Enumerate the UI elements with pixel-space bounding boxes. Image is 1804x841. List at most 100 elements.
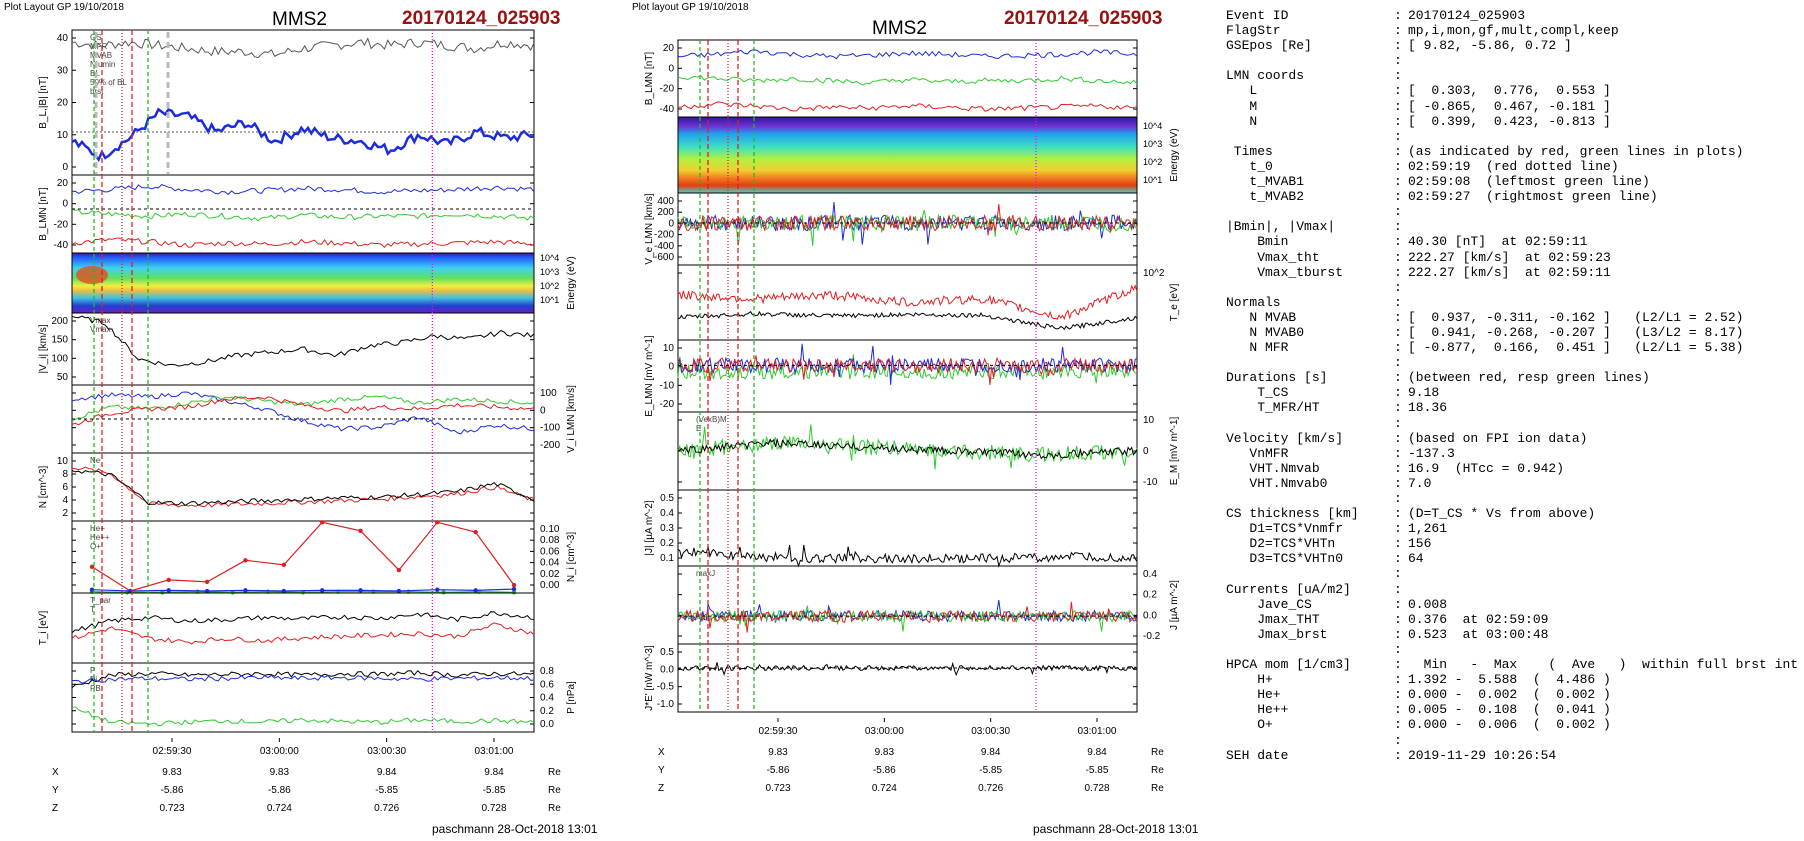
- info-colon: :: [1394, 38, 1402, 54]
- info-colon: :: [1394, 279, 1402, 295]
- y-tick-label: 0: [62, 162, 68, 173]
- series-line-|B|: [71, 37, 535, 59]
- info-value: 222.27 [km/s] at 02:59:23: [1408, 249, 1611, 265]
- info-value: [ -0.865, 0.467, -0.181 ]: [1408, 98, 1611, 114]
- info-value: 2019-11-29 10:26:54: [1408, 747, 1557, 763]
- position-value: 0.726: [978, 783, 1003, 794]
- y-tick-label: 0: [540, 405, 546, 416]
- info-key: H+: [1226, 672, 1273, 688]
- spectrogram-tick-label: 10^2: [540, 281, 559, 291]
- y-tick-label: 0.04: [540, 558, 560, 569]
- y-tick-label: -20: [660, 84, 675, 95]
- y-tick-label: 10: [57, 456, 69, 467]
- info-value: [ 0.941, -0.268, -0.207 ] (L3/L2 = 8.17): [1408, 324, 1744, 340]
- position-value: -5.85: [1086, 765, 1109, 776]
- y-tick-label: 0.06: [540, 546, 560, 557]
- series-line-T: [71, 611, 535, 634]
- y-axis-label: V_i LMN [km/s]: [566, 385, 577, 453]
- info-row: He+:0.000 - 0.002 ( 0.002 ): [1226, 687, 1796, 702]
- data-point-O+: [358, 588, 363, 593]
- y-tick-label: 200: [51, 316, 68, 327]
- series-line-B_L: [71, 184, 535, 196]
- info-row: M: [ -0.865, 0.467, -0.181 ]: [1226, 99, 1796, 114]
- spectrogram-tick-label: 10^4: [540, 253, 559, 263]
- spectrogram-axis-label: Energy (eV): [566, 256, 577, 309]
- info-row: Jmax_THT:0.376 at 02:59:09: [1226, 612, 1796, 627]
- info-value: 1.392 - 5.588 ( 4.486 ): [1408, 672, 1611, 688]
- data-point-He++: [89, 564, 95, 570]
- y-tick-label: 50: [57, 372, 69, 383]
- info-key: LMN coords: [1226, 68, 1305, 84]
- y-tick-label: 0.00: [540, 580, 560, 591]
- info-colon: :: [1394, 264, 1402, 280]
- event-info-table: Event ID:20170124_025903 FlagStr: mp,i,mon…: [1226, 8, 1798, 763]
- info-key: [1226, 204, 1394, 219]
- series-line-V_L: [71, 391, 535, 435]
- y-tick-label: -10: [1143, 477, 1158, 488]
- info-value: [ 0.399, 0.423, -0.813 ]: [1408, 113, 1611, 129]
- position-row-label: Z: [52, 803, 58, 814]
- legend-entry: maxJ: [696, 569, 715, 578]
- data-point-He++: [396, 567, 402, 573]
- info-colon: :: [1394, 611, 1402, 627]
- info-key: [1226, 642, 1394, 657]
- y-tick-label: 100: [51, 353, 68, 364]
- legend-entry: Vmax: [90, 316, 110, 325]
- info-value: 18.36: [1408, 400, 1448, 416]
- ion-spectrogram-hotspot: [76, 266, 108, 284]
- subplot-frame: [677, 264, 1138, 341]
- info-row: :: [1226, 280, 1796, 295]
- info-key: T_CS: [1226, 385, 1289, 401]
- position-value: 9.84: [1087, 747, 1107, 758]
- info-key: Jmax_THT: [1226, 611, 1320, 627]
- info-colon: :: [1394, 672, 1402, 688]
- y-tick-label: 0: [668, 63, 674, 74]
- info-value: 0.008: [1408, 596, 1448, 612]
- info-row: T_MFR/HT:18.36: [1226, 400, 1796, 415]
- data-point-O+: [473, 588, 478, 593]
- info-value: 1,261: [1408, 521, 1448, 537]
- series-line-Ne: [71, 466, 535, 508]
- series-line: [677, 437, 1138, 460]
- legend-entry: E: [696, 424, 701, 433]
- info-colon: :: [1394, 687, 1402, 703]
- info-colon: :: [1394, 294, 1402, 310]
- left-plot-layout-header: Plot Layout GP 19/10/2018: [4, 2, 124, 13]
- y-tick-label: 30: [57, 65, 69, 76]
- y-tick-label: 0.10: [540, 524, 560, 535]
- data-point-O+: [319, 588, 325, 593]
- info-colon: :: [1394, 189, 1402, 205]
- info-row: O+:0.000 - 0.006 ( 0.002 ): [1226, 717, 1796, 732]
- info-colon: :: [1394, 249, 1402, 265]
- info-colon: :: [1394, 158, 1402, 174]
- series-line-Ni: [71, 470, 535, 507]
- info-colon: :: [1394, 596, 1402, 612]
- y-axis-label: J*E' [nW m^-3]: [644, 645, 655, 711]
- info-colon: :: [1394, 415, 1402, 431]
- position-value: 0.723: [159, 803, 184, 814]
- info-colon: :: [1394, 536, 1402, 552]
- info-key: O+: [1226, 717, 1273, 733]
- position-unit: Re: [548, 785, 561, 796]
- spectrogram-tick-label: 10^2: [1143, 157, 1162, 167]
- info-colon: :: [1394, 400, 1402, 416]
- y-tick-label: 6: [62, 482, 68, 493]
- y-tick-label: 4: [62, 495, 68, 506]
- info-row: Velocity [km/s]: (based on FPI ion data): [1226, 431, 1796, 446]
- middle-plot-layout-header: Plot layout GP 19/10/2018: [632, 2, 749, 13]
- y-tick-label: -0.5: [657, 682, 675, 693]
- info-key: He+: [1226, 687, 1281, 703]
- position-unit: Re: [1151, 747, 1164, 758]
- y-tick-label: 0: [1143, 446, 1149, 457]
- series-line-He++: [91, 521, 515, 592]
- y-tick-label: -10: [660, 380, 675, 391]
- info-row: :: [1226, 416, 1796, 431]
- time-tick-label: 03:00:30: [367, 746, 406, 757]
- info-colon: :: [1394, 641, 1402, 657]
- info-value: 156: [1408, 536, 1432, 552]
- info-key: Jave_CS: [1226, 596, 1312, 612]
- y-tick-label: 20: [663, 43, 675, 54]
- info-row: LMN coords:: [1226, 68, 1796, 83]
- data-point-O+: [435, 587, 440, 592]
- info-colon: :: [1394, 98, 1402, 114]
